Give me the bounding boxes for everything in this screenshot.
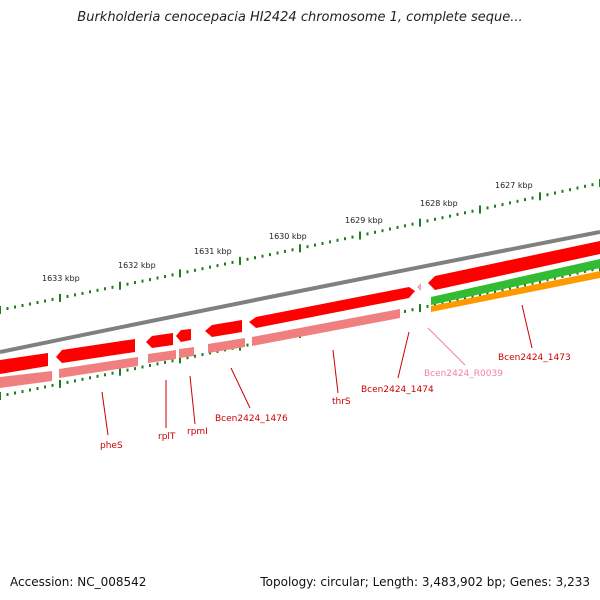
rna-leader-line bbox=[427, 327, 466, 366]
gene-shadow-row bbox=[0, 309, 400, 388]
gene-label-thrs: thrS bbox=[332, 397, 351, 407]
scale-label-1631: 1631 kbp bbox=[194, 247, 232, 256]
gene-arrow-1476 bbox=[205, 320, 242, 337]
gene-label-r0039: Bcen2424_R0039 bbox=[424, 369, 503, 379]
gene-forward-row bbox=[0, 241, 600, 374]
gene-arrow-rpmi bbox=[176, 329, 191, 342]
gene-label-rplt: rplT bbox=[158, 432, 176, 442]
gene-label-rpmi: rpmI bbox=[187, 427, 208, 437]
gene-label-1473: Bcen2424_1473 bbox=[498, 353, 571, 363]
scale-label-1633: 1633 kbp bbox=[42, 274, 80, 283]
gene-label-1474: Bcen2424_1474 bbox=[361, 385, 434, 395]
scale-label-1629: 1629 kbp bbox=[345, 216, 383, 225]
scale-label-1628: 1628 kbp bbox=[420, 199, 458, 208]
chromosome-backbone bbox=[0, 230, 600, 354]
gene-shadow-segment bbox=[208, 338, 245, 353]
scale-label-1632: 1632 kbp bbox=[118, 261, 156, 270]
gene-arrow-rplt bbox=[146, 333, 173, 348]
gene-arrow bbox=[0, 353, 48, 374]
gene-arrow-1473 bbox=[428, 241, 600, 290]
rna-gene-arrow bbox=[417, 283, 421, 291]
cds-orange-band bbox=[431, 271, 600, 312]
gene-shadow-segment bbox=[179, 347, 194, 358]
gene-shadow-segment bbox=[252, 309, 400, 346]
gene-label-phes: pheS bbox=[100, 441, 123, 451]
scale-label-1627: 1627 kbp bbox=[495, 181, 533, 190]
gene-shadow-segment bbox=[59, 357, 138, 378]
accession-text: Accession: NC_008542 bbox=[10, 575, 147, 589]
upper-tick-row bbox=[0, 179, 600, 314]
gene-arrow-phes bbox=[56, 339, 135, 363]
gene-shadow-segment bbox=[148, 350, 176, 363]
cds-green-band bbox=[431, 259, 600, 305]
label-leader-lines bbox=[101, 304, 533, 436]
summary-text: Topology: circular; Length: 3,483,902 bp… bbox=[260, 575, 590, 589]
gene-shadow-segment bbox=[0, 371, 52, 388]
scale-label-1630: 1630 kbp bbox=[269, 232, 307, 241]
map-title: Burkholderia cenocepacia HI2424 chromoso… bbox=[77, 10, 523, 25]
gene-label-1476: Bcen2424_1476 bbox=[215, 414, 288, 424]
gene-arrow-thrs bbox=[249, 287, 415, 328]
